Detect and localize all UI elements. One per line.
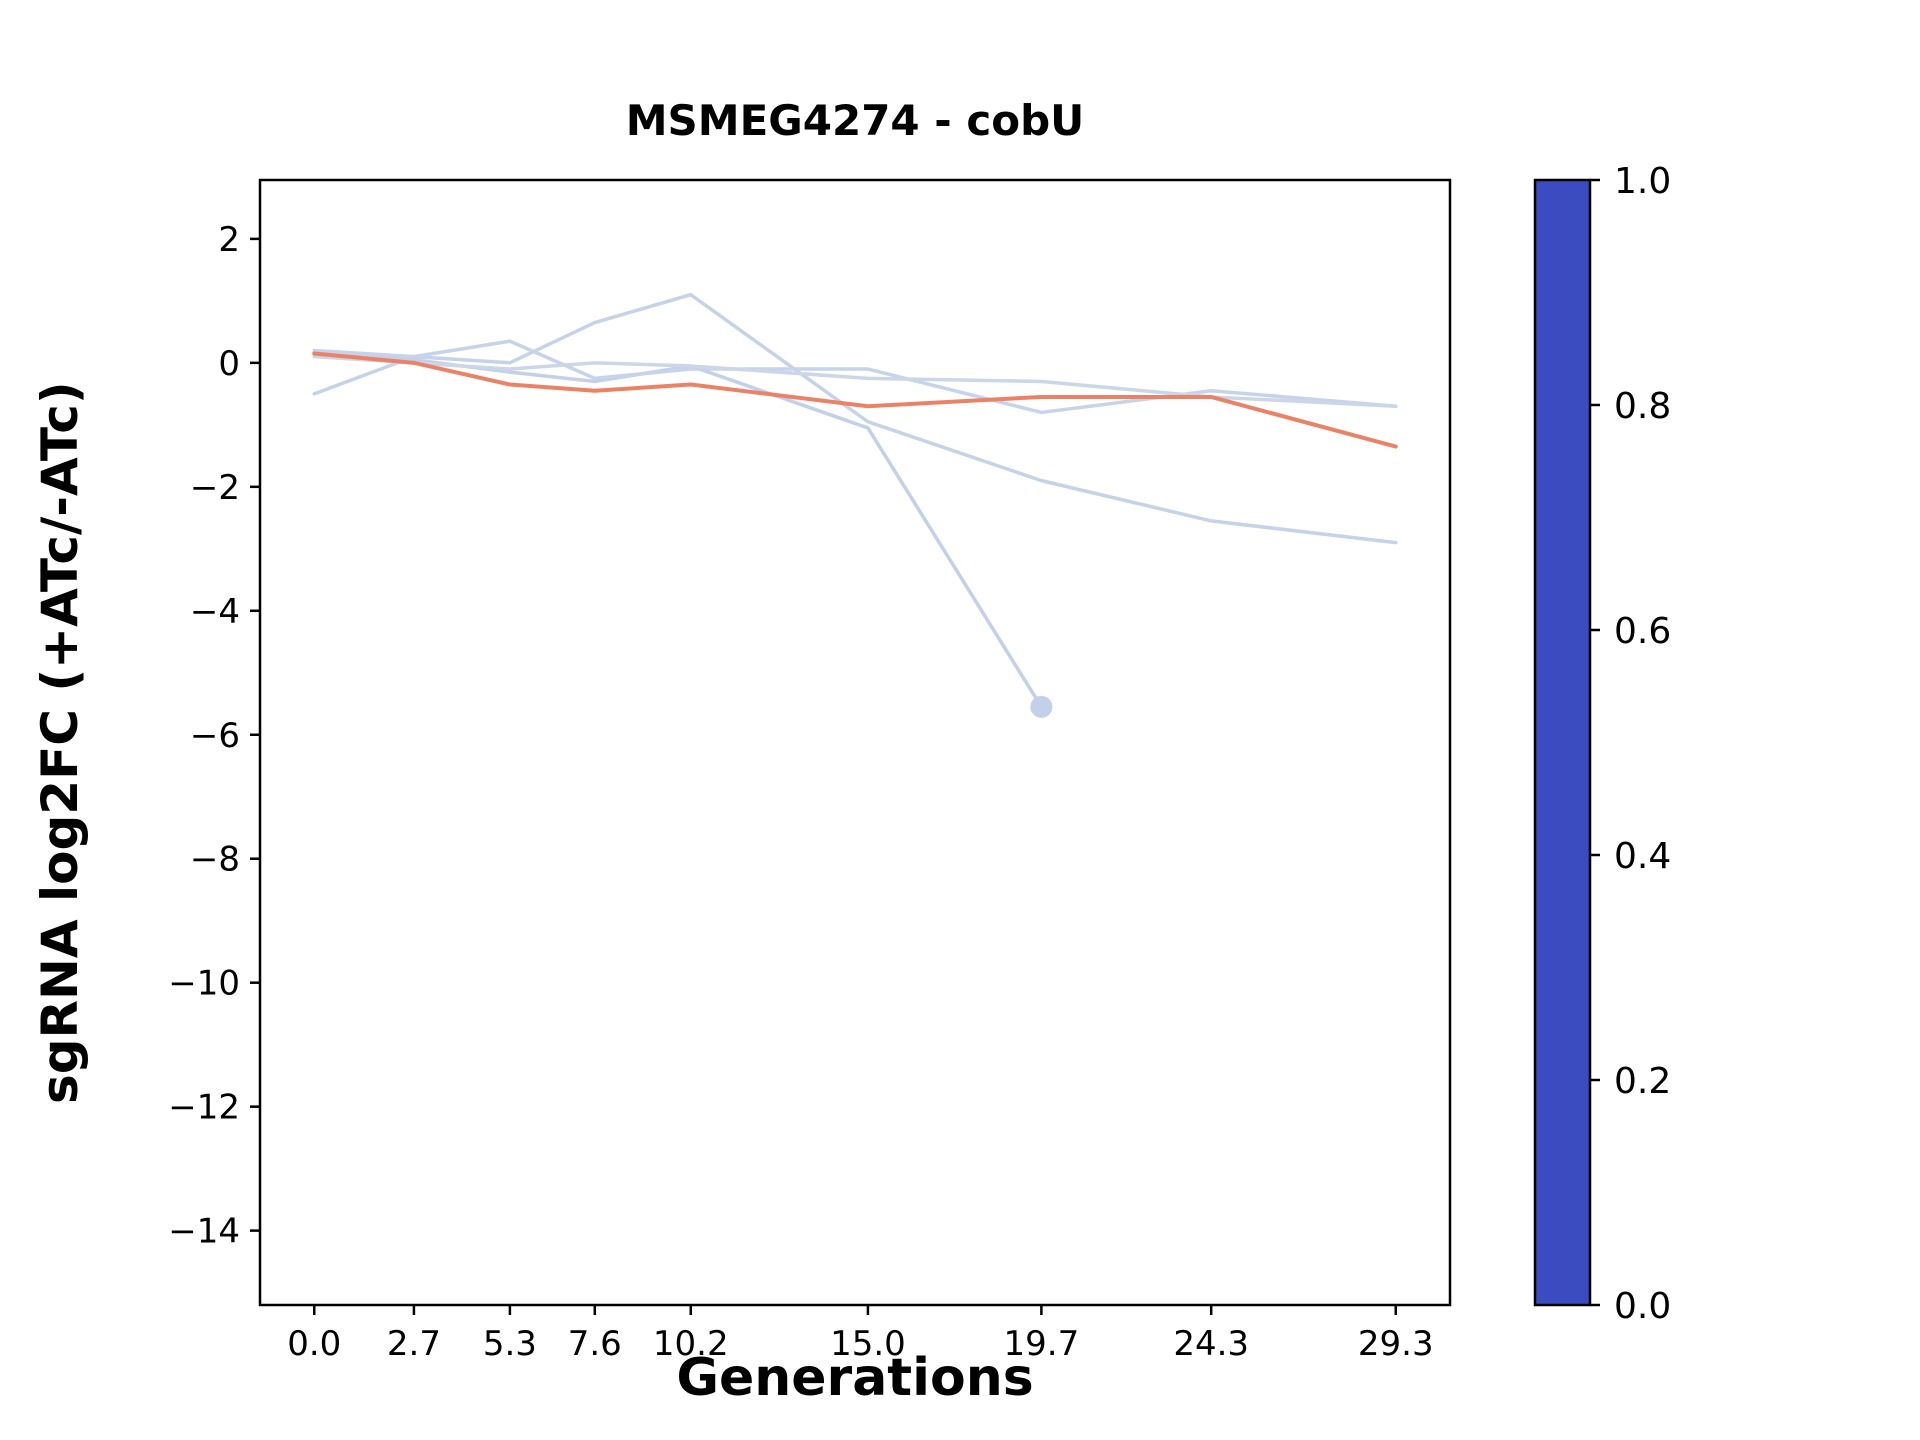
series-end-marker: [1030, 695, 1053, 718]
x-tick-label: 5.3: [483, 1324, 537, 1364]
x-tick-label: 2.7: [387, 1324, 441, 1364]
series-line-sgRNA-peak-decline: [312, 292, 1398, 545]
x-tick-label: 19.7: [1004, 1324, 1080, 1364]
y-tick-label: −12: [168, 1088, 240, 1128]
colorbar-tick-label: 0.8: [1614, 386, 1671, 427]
colorbar-tick-label: 0.0: [1614, 1286, 1671, 1327]
colorbar-border: [1533, 178, 1592, 1307]
colorbar-tick-label: 0.2: [1614, 1061, 1671, 1102]
y-tick-label: 0: [218, 344, 240, 384]
chart-title: MSMEG4274 - cobU: [625, 96, 1085, 145]
y-tick-label: −4: [190, 592, 240, 632]
x-tick-label: 0.0: [287, 1324, 341, 1364]
colorbar-tick-label: 0.6: [1614, 611, 1671, 652]
y-tick-label: −14: [168, 1212, 240, 1252]
plot-border: [258, 178, 1452, 1307]
colorbar-tick-label: 0.4: [1614, 836, 1671, 877]
y-tick-label: −2: [190, 468, 240, 508]
series-group: [312, 292, 1398, 718]
series-line-sgRNA-flat: [312, 354, 1398, 408]
x-tick-label: 29.3: [1358, 1324, 1434, 1364]
y-tick-label: −6: [190, 716, 240, 756]
y-axis-label: sgRNA log2FC (+ATc/-ATc): [31, 381, 89, 1104]
colorbar-tick-label: 1.0: [1614, 161, 1671, 202]
y-tick-label: −8: [190, 840, 240, 880]
x-tick-label: 7.6: [568, 1324, 622, 1364]
x-tick-label: 15.0: [830, 1324, 906, 1364]
x-tick-label: 10.2: [653, 1324, 729, 1364]
x-axis-label: Generations: [676, 1348, 1034, 1408]
series-line-sgRNA-dropout: [312, 351, 1044, 709]
y-tick-label: 2: [218, 220, 240, 260]
series-line-sgRNA-orange: [312, 351, 1398, 449]
x-tick-label: 24.3: [1173, 1324, 1249, 1364]
colorbar: [1535, 180, 1590, 1305]
y-tick-label: −10: [168, 964, 240, 1004]
